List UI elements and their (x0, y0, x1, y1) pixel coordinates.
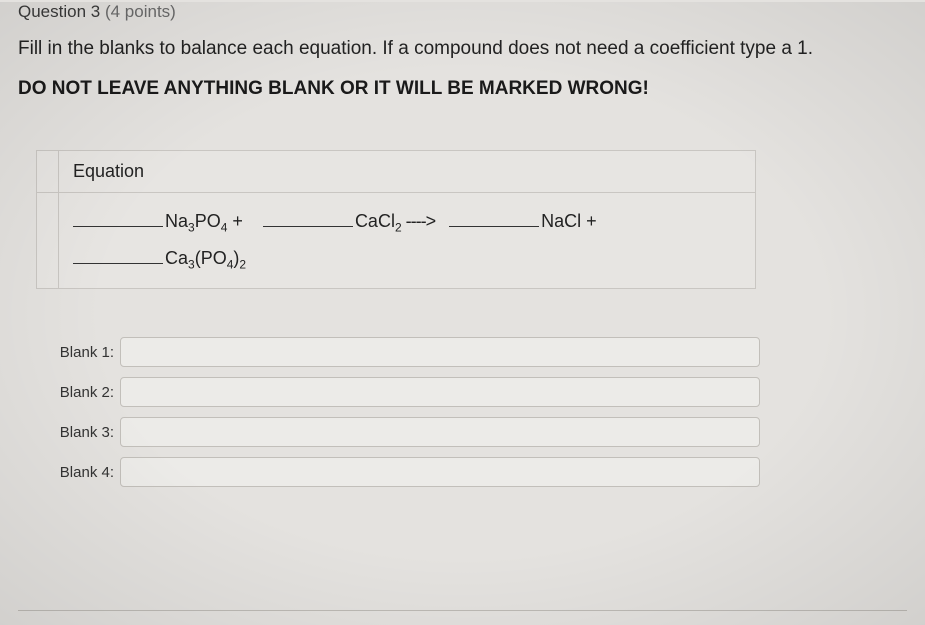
blank-3-label: Blank 3: (46, 424, 114, 441)
question-number: Question 3 (18, 2, 100, 21)
blank-row-4: Blank 4: (46, 457, 907, 487)
blank-row-3: Blank 3: (46, 417, 907, 447)
reaction-arrow: ----> (402, 211, 440, 231)
equation-header: Equation (59, 150, 756, 192)
formula-cacl2: CaCl2 (355, 211, 402, 231)
equation-table-wrap: Equation Na3PO4 + CaCl2 ----> NaCl + Ca3… (36, 150, 756, 290)
blank-1-label: Blank 1: (46, 344, 114, 361)
formula-nacl: NaCl + (541, 211, 597, 231)
blank-2-label: Blank 2: (46, 384, 114, 401)
blank-2-input[interactable] (120, 377, 760, 407)
bottom-divider (18, 610, 907, 611)
equation-cell: Na3PO4 + CaCl2 ----> NaCl + Ca3(PO4)2 (59, 192, 756, 289)
coeff-blank-2 (263, 213, 353, 227)
question-header: Question 3 (4 points) (18, 2, 907, 22)
instructions-line-1: Fill in the blanks to balance each equat… (18, 36, 907, 62)
table-side-cell (37, 192, 59, 289)
plus-1: + (227, 211, 248, 231)
blank-row-2: Blank 2: (46, 377, 907, 407)
instructions-line-2: DO NOT LEAVE ANYTHING BLANK OR IT WILL B… (18, 78, 907, 100)
coeff-blank-4 (73, 250, 163, 264)
blank-1-input[interactable] (120, 337, 760, 367)
question-points: (4 points) (105, 2, 176, 21)
formula-ca3po42: Ca3(PO4)2 (165, 248, 246, 268)
blank-4-input[interactable] (120, 457, 760, 487)
equation-table: Equation Na3PO4 + CaCl2 ----> NaCl + Ca3… (36, 150, 756, 290)
blank-4-label: Blank 4: (46, 464, 114, 481)
blank-row-1: Blank 1: (46, 337, 907, 367)
answer-blanks: Blank 1: Blank 2: Blank 3: Blank 4: (46, 337, 907, 487)
coeff-blank-1 (73, 213, 163, 227)
blank-3-input[interactable] (120, 417, 760, 447)
table-side-cell (37, 150, 59, 192)
formula-na3po4: Na3PO4 (165, 211, 227, 231)
coeff-blank-3 (449, 213, 539, 227)
